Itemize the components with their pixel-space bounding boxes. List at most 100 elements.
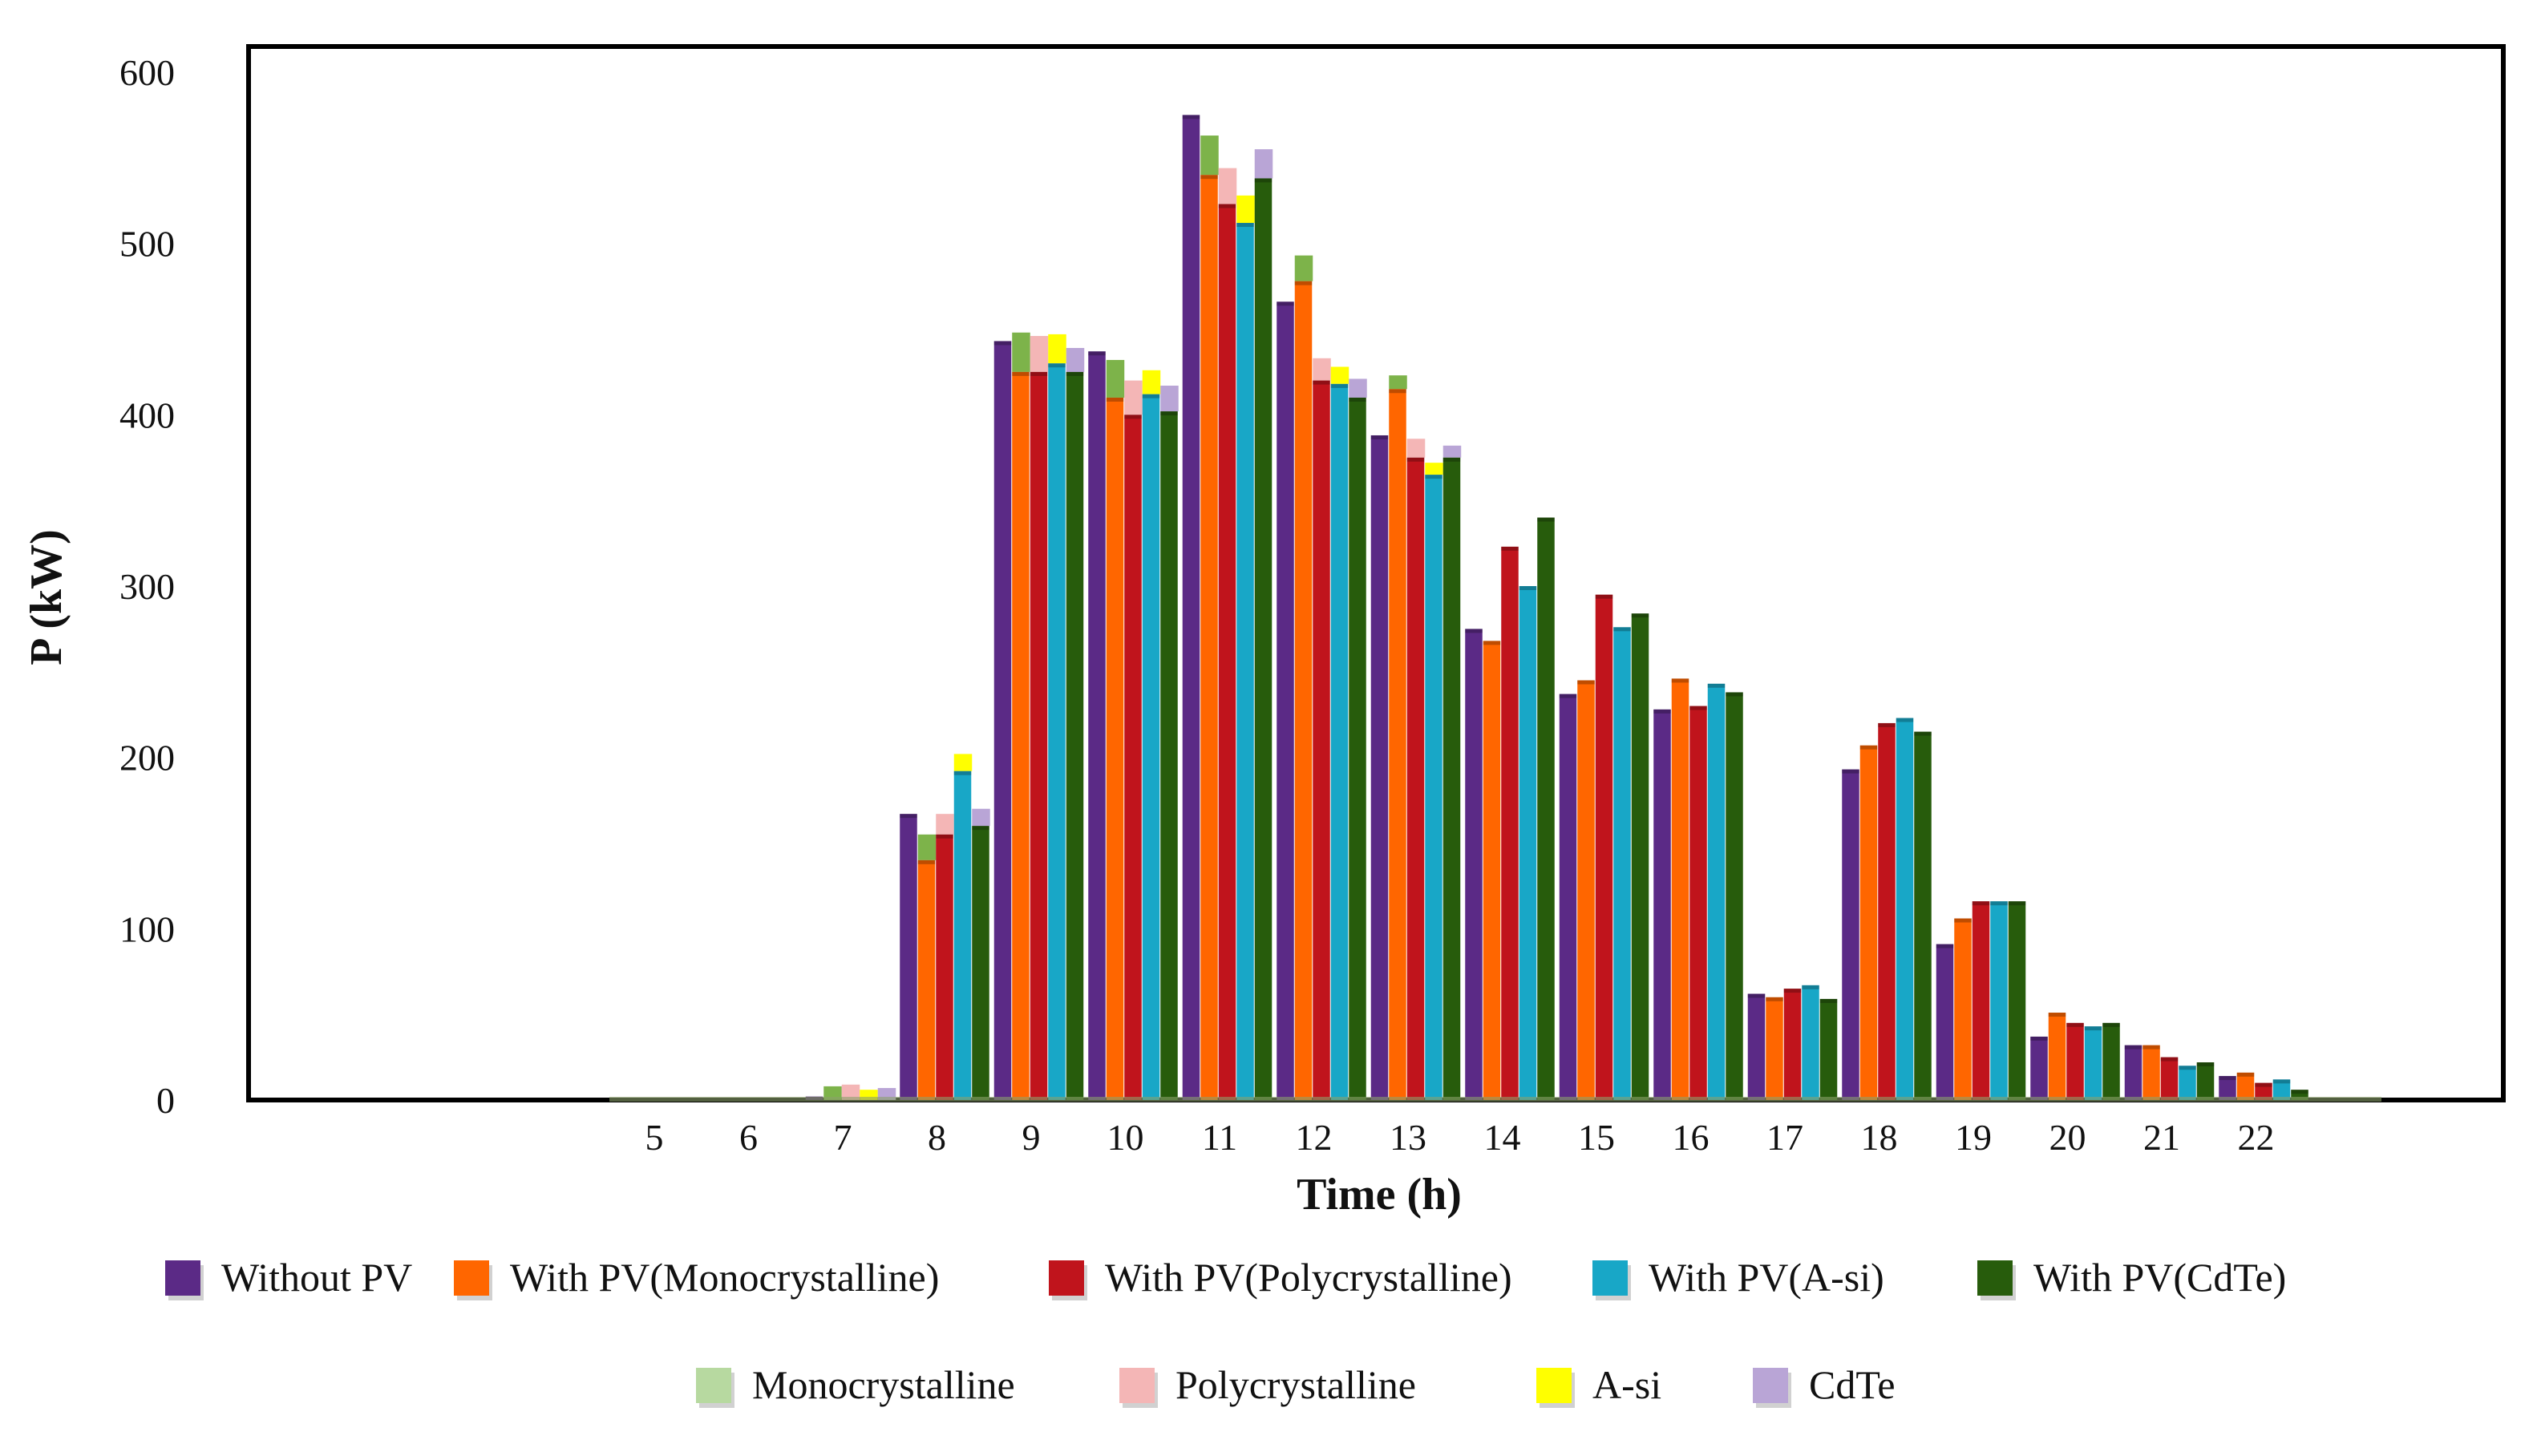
bar-group-14 [1465, 517, 1555, 1100]
legend-label: CdTe [1809, 1362, 1896, 1407]
bar-without-pv [1653, 709, 1671, 1100]
overlay-bar-a-si [1048, 334, 1066, 364]
bar-with-pv-polycrystalline [1972, 901, 1990, 1100]
bar-top-shade [2008, 901, 2026, 906]
bar-without-pv [900, 814, 917, 1100]
bar-with-pv-monocrystalline [1200, 175, 1218, 1101]
bar-top-shade [2160, 1057, 2179, 1062]
legend-swatch [1049, 1260, 1084, 1296]
bar-with-pv-monocrystalline [1671, 678, 1689, 1100]
bar-top-shade [1200, 175, 1218, 180]
bar-with-pv-monocrystalline [1483, 641, 1501, 1100]
bar-with-pv-a-si [2084, 1026, 2102, 1100]
legend-swatch [1753, 1368, 1788, 1403]
bar-top-shade [1182, 115, 1200, 119]
bar-top-shade [1802, 985, 1819, 989]
legend-swatch [454, 1260, 489, 1296]
bar-top-shade [1766, 997, 1783, 1001]
bar-with-pv-a-si [2179, 1066, 2196, 1100]
legend-label: With PV(CdTe) [2033, 1255, 2286, 1300]
bar-with-pv-polycrystalline [1783, 989, 1802, 1100]
bar-with-pv-monocrystalline [917, 859, 936, 1100]
bar-top-shade [2066, 1022, 2084, 1027]
bar-top-shade [1370, 435, 1389, 439]
bar-with-pv-polycrystalline [1878, 722, 1896, 1100]
bar-top-shade [1088, 351, 1106, 356]
legend-label: Without PV [221, 1255, 412, 1300]
bar-with-pv-a-si [2272, 1079, 2291, 1100]
x-tick-label: 21 [2143, 1117, 2180, 1158]
legend-item-with-pv-polycrystalline: With PV(Polycrystalline) [1049, 1255, 1512, 1300]
legend-swatch [1592, 1260, 1628, 1296]
bar-top-shade [1501, 546, 1519, 551]
bar-group-20 [2030, 1013, 2120, 1100]
overlay-bar-polycrystalline [1124, 380, 1143, 415]
bar-with-pv-cdte [1726, 692, 1743, 1100]
bar-group-13 [1370, 375, 1462, 1100]
bar-top-shade [1707, 683, 1726, 688]
bar-without-pv [993, 341, 1012, 1100]
x-tick-label: 18 [1861, 1117, 1898, 1158]
bar-top-shade [2272, 1079, 2291, 1084]
legend-item-with-pv-cdte: With PV(CdTe) [1977, 1255, 2286, 1300]
bar-top-shade [2084, 1026, 2102, 1031]
bar-top-shade [1671, 678, 1689, 683]
bar-top-shade [900, 814, 917, 819]
bar-group-11 [1182, 115, 1273, 1101]
legend-item-cdte: CdTe [1753, 1362, 1896, 1408]
chart-floor [609, 1097, 2381, 1102]
bar-top-shade [1142, 394, 1160, 398]
bar-with-pv-monocrystalline [2236, 1072, 2255, 1100]
bar-top-shade [2236, 1072, 2255, 1077]
overlay-bar-cdte [1160, 386, 1179, 412]
bar-with-pv-monocrystalline [1766, 997, 1783, 1100]
bar-top-shade [1124, 415, 1142, 419]
legend-item-a-si: A-si [1536, 1362, 1661, 1408]
bar-top-shade [1519, 586, 1537, 590]
bar-without-pv [1370, 435, 1389, 1100]
bar-with-pv-cdte [1819, 998, 1838, 1100]
bar-top-shade [1972, 901, 1990, 906]
bar-series-group [609, 115, 2381, 1102]
x-tick-labels: 5 6 7 8 9 10 11 12 13 14 15 16 17 18 19 20 21 22 [645, 1117, 2275, 1158]
overlay-bar-polycrystalline [1030, 336, 1049, 372]
bar-without-pv [2219, 1076, 2236, 1100]
bar-top-shade [1595, 594, 1613, 599]
y-tick-label: 100 [119, 908, 175, 949]
x-tick-label: 8 [928, 1117, 946, 1158]
bar-with-pv-polycrystalline [936, 834, 953, 1100]
bar-top-shade [2030, 1036, 2048, 1041]
legend-swatch [1536, 1368, 1572, 1403]
overlay-bar-a-si [1236, 195, 1255, 224]
bar-with-pv-a-si [1519, 586, 1537, 1100]
bar-with-pv-a-si [953, 770, 972, 1100]
bar-top-shade [2196, 1062, 2215, 1066]
bar-top-shade [1483, 641, 1501, 645]
bar-with-pv-a-si [1425, 475, 1442, 1100]
legend-swatch [165, 1260, 200, 1296]
bar-top-shade [936, 834, 953, 839]
bar-with-pv-cdte [1160, 411, 1178, 1100]
bar-top-shade [2048, 1013, 2066, 1017]
bar-with-pv-monocrystalline [1954, 918, 1972, 1100]
bar-top-shade [1465, 629, 1483, 633]
bar-with-pv-polycrystalline [1218, 204, 1236, 1101]
bar-without-pv [1182, 115, 1200, 1101]
bar-with-pv-a-si [1707, 683, 1726, 1100]
bar-without-pv [1465, 629, 1483, 1100]
bar-group-17 [1747, 985, 1838, 1100]
x-tick-label: 13 [1390, 1117, 1426, 1158]
bar-top-shade [1389, 389, 1406, 394]
bar-without-pv [1559, 694, 1577, 1100]
overlay-bar-cdte [972, 808, 990, 827]
bar-with-pv-polycrystalline [1595, 594, 1613, 1100]
legend-item-without-pv: Without PV [165, 1255, 412, 1300]
overlay-bar-polycrystalline [841, 1084, 860, 1100]
x-tick-label: 7 [834, 1117, 852, 1158]
overlay-bar-monocrystalline [1389, 375, 1407, 390]
bar-with-pv-polycrystalline [1501, 546, 1519, 1100]
bar-without-pv [2030, 1036, 2048, 1100]
overlay-bar-polycrystalline [1406, 439, 1426, 458]
overlay-bar-polycrystalline [936, 814, 954, 835]
